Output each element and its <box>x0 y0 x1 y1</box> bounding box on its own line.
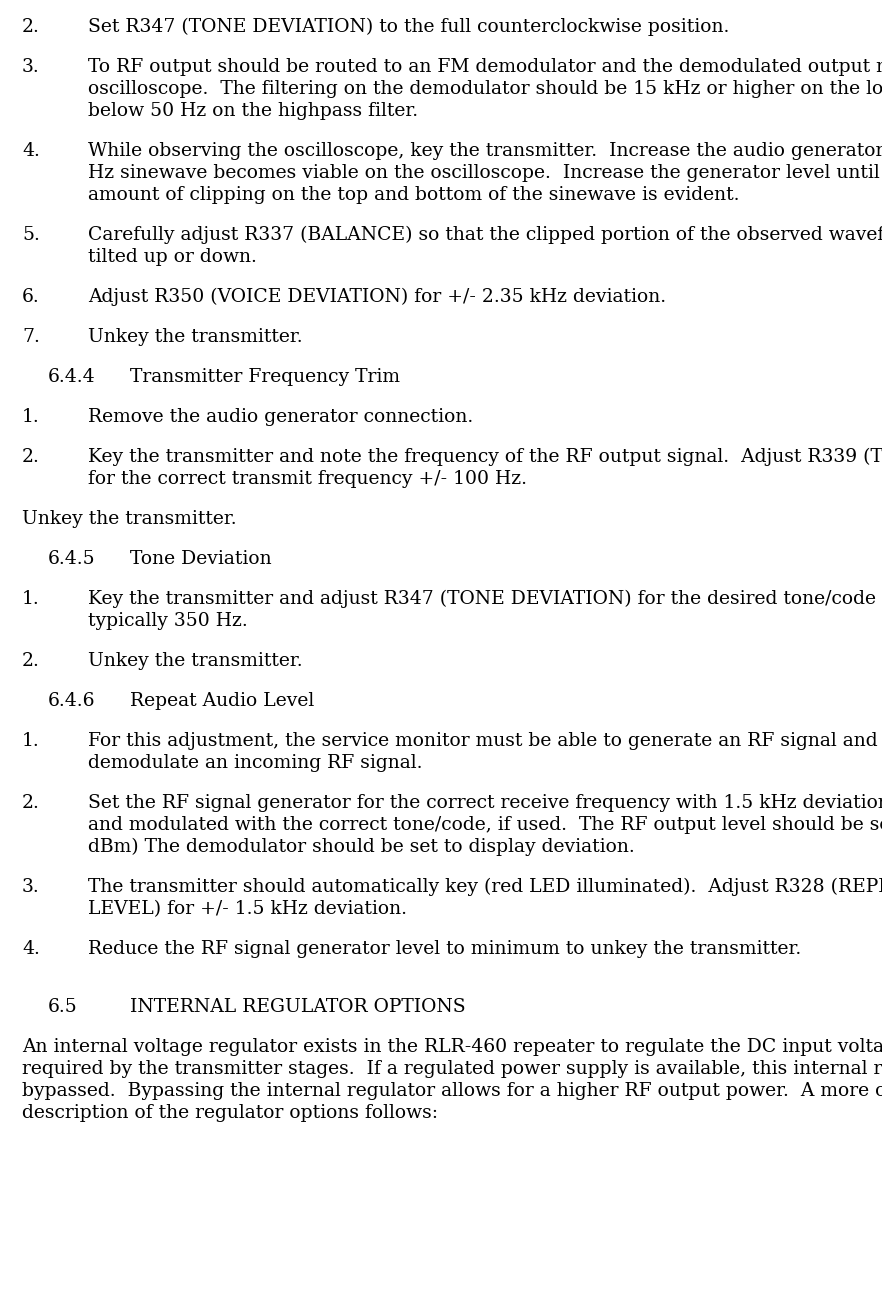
Text: Unkey the transmitter.: Unkey the transmitter. <box>88 652 303 670</box>
Text: Tone Deviation: Tone Deviation <box>130 550 272 568</box>
Text: 6.: 6. <box>22 287 40 305</box>
Text: Remove the audio generator connection.: Remove the audio generator connection. <box>88 409 474 425</box>
Text: 4.: 4. <box>22 142 40 160</box>
Text: 4.: 4. <box>22 940 40 958</box>
Text: Set the RF signal generator for the correct receive frequency with 1.5 kHz devia: Set the RF signal generator for the corr… <box>88 794 882 812</box>
Text: INTERNAL REGULATOR OPTIONS: INTERNAL REGULATOR OPTIONS <box>130 998 466 1016</box>
Text: To RF output should be routed to an FM demodulator and the demodulated output ma: To RF output should be routed to an FM d… <box>88 58 882 76</box>
Text: 6.4.4: 6.4.4 <box>48 367 95 385</box>
Text: 5.: 5. <box>22 226 40 244</box>
Text: Unkey the transmitter.: Unkey the transmitter. <box>88 327 303 345</box>
Text: tilted up or down.: tilted up or down. <box>88 247 257 266</box>
Text: 2.: 2. <box>22 652 40 670</box>
Text: oscilloscope.  The filtering on the demodulator should be 15 kHz or higher on th: oscilloscope. The filtering on the demod… <box>88 80 882 98</box>
Text: 2.: 2. <box>22 449 40 467</box>
Text: Unkey the transmitter.: Unkey the transmitter. <box>22 510 236 528</box>
Text: Key the transmitter and adjust R347 (TONE DEVIATION) for the desired tone/code d: Key the transmitter and adjust R347 (TON… <box>88 590 882 608</box>
Text: 3.: 3. <box>22 878 40 896</box>
Text: demodulate an incoming RF signal.: demodulate an incoming RF signal. <box>88 754 422 772</box>
Text: The transmitter should automatically key (red LED illuminated).  Adjust R328 (RE: The transmitter should automatically key… <box>88 878 882 896</box>
Text: description of the regulator options follows:: description of the regulator options fol… <box>22 1103 438 1121</box>
Text: 2.: 2. <box>22 18 40 36</box>
Text: for the correct transmit frequency +/- 100 Hz.: for the correct transmit frequency +/- 1… <box>88 470 527 489</box>
Text: 6.4.5: 6.4.5 <box>48 550 95 568</box>
Text: 6.5: 6.5 <box>48 998 78 1016</box>
Text: and modulated with the correct tone/code, if used.  The RF output level should b: and modulated with the correct tone/code… <box>88 816 882 834</box>
Text: An internal voltage regulator exists in the RLR-460 repeater to regulate the DC : An internal voltage regulator exists in … <box>22 1038 882 1056</box>
Text: 1.: 1. <box>22 409 40 425</box>
Text: 1.: 1. <box>22 590 40 608</box>
Text: 1.: 1. <box>22 732 40 750</box>
Text: While observing the oscilloscope, key the transmitter.  Increase the audio gener: While observing the oscilloscope, key th… <box>88 142 882 160</box>
Text: Hz sinewave becomes viable on the oscilloscope.  Increase the generator level un: Hz sinewave becomes viable on the oscill… <box>88 164 882 182</box>
Text: below 50 Hz on the highpass filter.: below 50 Hz on the highpass filter. <box>88 102 418 120</box>
Text: For this adjustment, the service monitor must be able to generate an RF signal a: For this adjustment, the service monitor… <box>88 732 882 750</box>
Text: typically 350 Hz.: typically 350 Hz. <box>88 612 248 630</box>
Text: 3.: 3. <box>22 58 40 76</box>
Text: LEVEL) for +/- 1.5 kHz deviation.: LEVEL) for +/- 1.5 kHz deviation. <box>88 900 407 918</box>
Text: Transmitter Frequency Trim: Transmitter Frequency Trim <box>130 367 400 385</box>
Text: 7.: 7. <box>22 327 40 345</box>
Text: dBm) The demodulator should be set to display deviation.: dBm) The demodulator should be set to di… <box>88 838 635 856</box>
Text: Set R347 (TONE DEVIATION) to the full counterclockwise position.: Set R347 (TONE DEVIATION) to the full co… <box>88 18 729 36</box>
Text: Reduce the RF signal generator level to minimum to unkey the transmitter.: Reduce the RF signal generator level to … <box>88 940 801 958</box>
Text: amount of clipping on the top and bottom of the sinewave is evident.: amount of clipping on the top and bottom… <box>88 186 739 204</box>
Text: 2.: 2. <box>22 794 40 812</box>
Text: 6.4.6: 6.4.6 <box>48 692 95 710</box>
Text: required by the transmitter stages.  If a regulated power supply is available, t: required by the transmitter stages. If a… <box>22 1060 882 1078</box>
Text: Carefully adjust R337 (BALANCE) so that the clipped portion of the observed wave: Carefully adjust R337 (BALANCE) so that … <box>88 226 882 244</box>
Text: Key the transmitter and note the frequency of the RF output signal.  Adjust R339: Key the transmitter and note the frequen… <box>88 449 882 467</box>
Text: bypassed.  Bypassing the internal regulator allows for a higher RF output power.: bypassed. Bypassing the internal regulat… <box>22 1081 882 1100</box>
Text: Repeat Audio Level: Repeat Audio Level <box>130 692 314 710</box>
Text: Adjust R350 (VOICE DEVIATION) for +/- 2.35 kHz deviation.: Adjust R350 (VOICE DEVIATION) for +/- 2.… <box>88 287 666 307</box>
